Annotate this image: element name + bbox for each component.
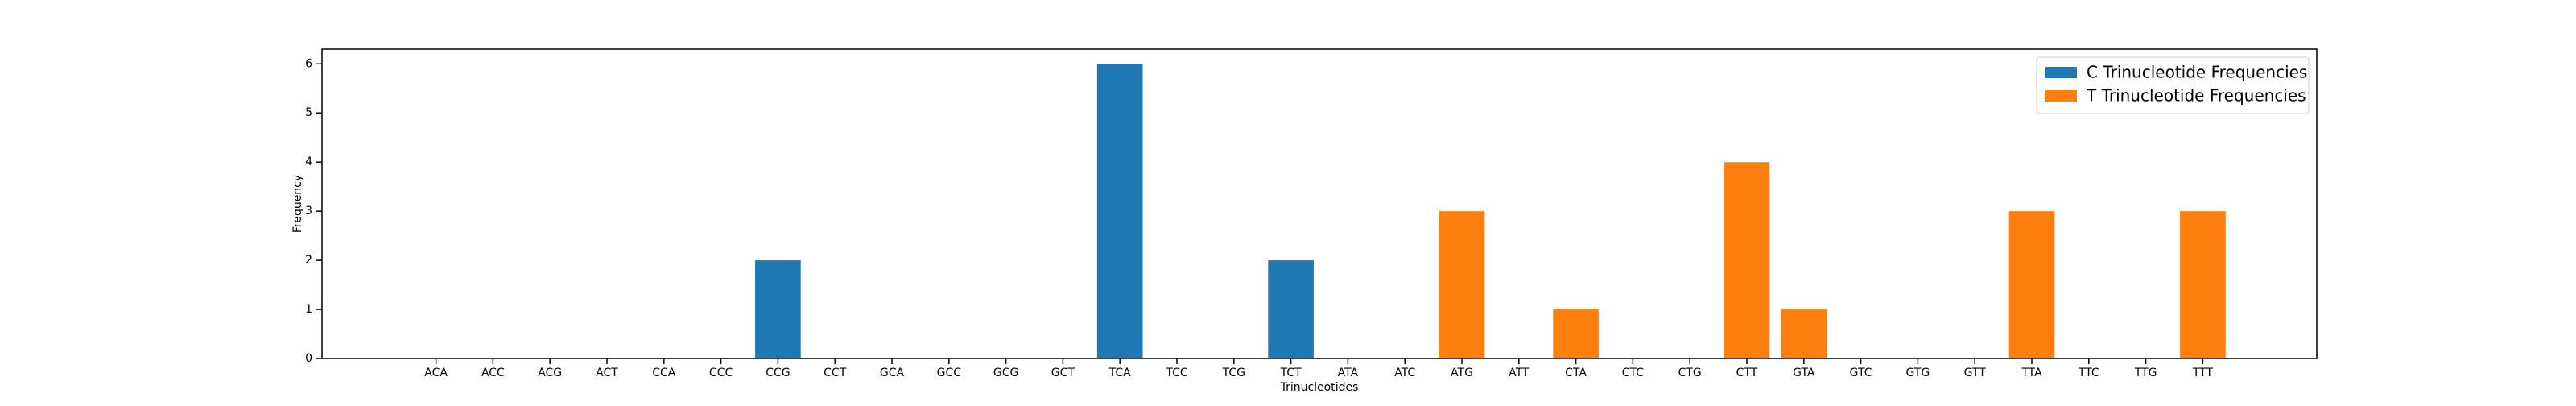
plot-frame [321, 48, 2318, 359]
x-tick-label: TTT [2192, 367, 2214, 379]
x-tick-label: GTT [1964, 367, 1987, 379]
x-tick-label: ACC [481, 367, 505, 379]
y-tick-label: 4 [305, 155, 312, 168]
legend-box [2036, 56, 2310, 114]
x-tick-label: ACG [538, 367, 562, 379]
x-tick-label: TTC [2078, 367, 2099, 379]
x-tick-label: TCC [1165, 367, 1188, 379]
x-tick-label: TCA [1108, 367, 1132, 379]
x-axis-label: Trinucleotides [1280, 381, 1359, 394]
bar [1439, 211, 1485, 358]
x-tick-label: GCG [993, 367, 1018, 379]
x-tick-label: CTA [1565, 367, 1587, 379]
x-tick-label: ATT [1509, 367, 1530, 379]
x-tick-label: TTA [2021, 367, 2042, 379]
bar [1781, 309, 1827, 358]
x-tick-label: ATA [1338, 367, 1359, 379]
y-axis-label: Frequency [291, 175, 304, 233]
legend-swatch [2045, 67, 2077, 78]
x-tick-label: ATC [1394, 367, 1415, 379]
x-tick-label: CTC [1622, 367, 1645, 379]
x-tick-label: CTT [1736, 367, 1758, 379]
x-tick-label: CCG [766, 367, 790, 379]
x-tick-label: GTG [1906, 367, 1930, 379]
x-tick-label: TCG [1222, 367, 1245, 379]
x-tick-label: CCA [652, 367, 676, 379]
x-tick-label: TTG [2134, 367, 2157, 379]
x-tick-label: TCT [1280, 367, 1302, 379]
legend-label: C Trinucleotide Frequencies [2087, 63, 2307, 82]
y-tick-label: 2 [305, 254, 312, 267]
bar [1268, 260, 1314, 358]
bar [755, 260, 801, 358]
x-tick-label: ACT [596, 367, 618, 379]
bar [1096, 64, 1143, 359]
bar [1553, 309, 1599, 358]
x-tick-label: GCC [937, 367, 962, 379]
y-tick-label: 3 [305, 205, 312, 218]
bar [1724, 162, 1770, 358]
x-tick-label: ACA [424, 367, 448, 379]
x-tick-label: CCC [709, 367, 733, 379]
x-tick-label: CTG [1678, 367, 1702, 379]
y-tick-label: 6 [305, 57, 312, 70]
bar [2008, 211, 2055, 358]
legend-label: T Trinucleotide Frequencies [2086, 86, 2306, 106]
x-tick-label: GCT [1051, 367, 1075, 379]
x-tick-label: GTC [1850, 367, 1872, 379]
y-tick-label: 5 [305, 106, 312, 119]
x-tick-label: GCA [880, 367, 905, 379]
x-tick-label: CCT [824, 367, 847, 379]
y-tick-label: 1 [305, 303, 312, 316]
x-tick-label: GTA [1793, 367, 1815, 379]
bar [2180, 211, 2226, 358]
x-tick-label: ATG [1451, 367, 1473, 379]
legend-swatch [2045, 90, 2077, 102]
y-tick-label: 0 [305, 352, 312, 365]
